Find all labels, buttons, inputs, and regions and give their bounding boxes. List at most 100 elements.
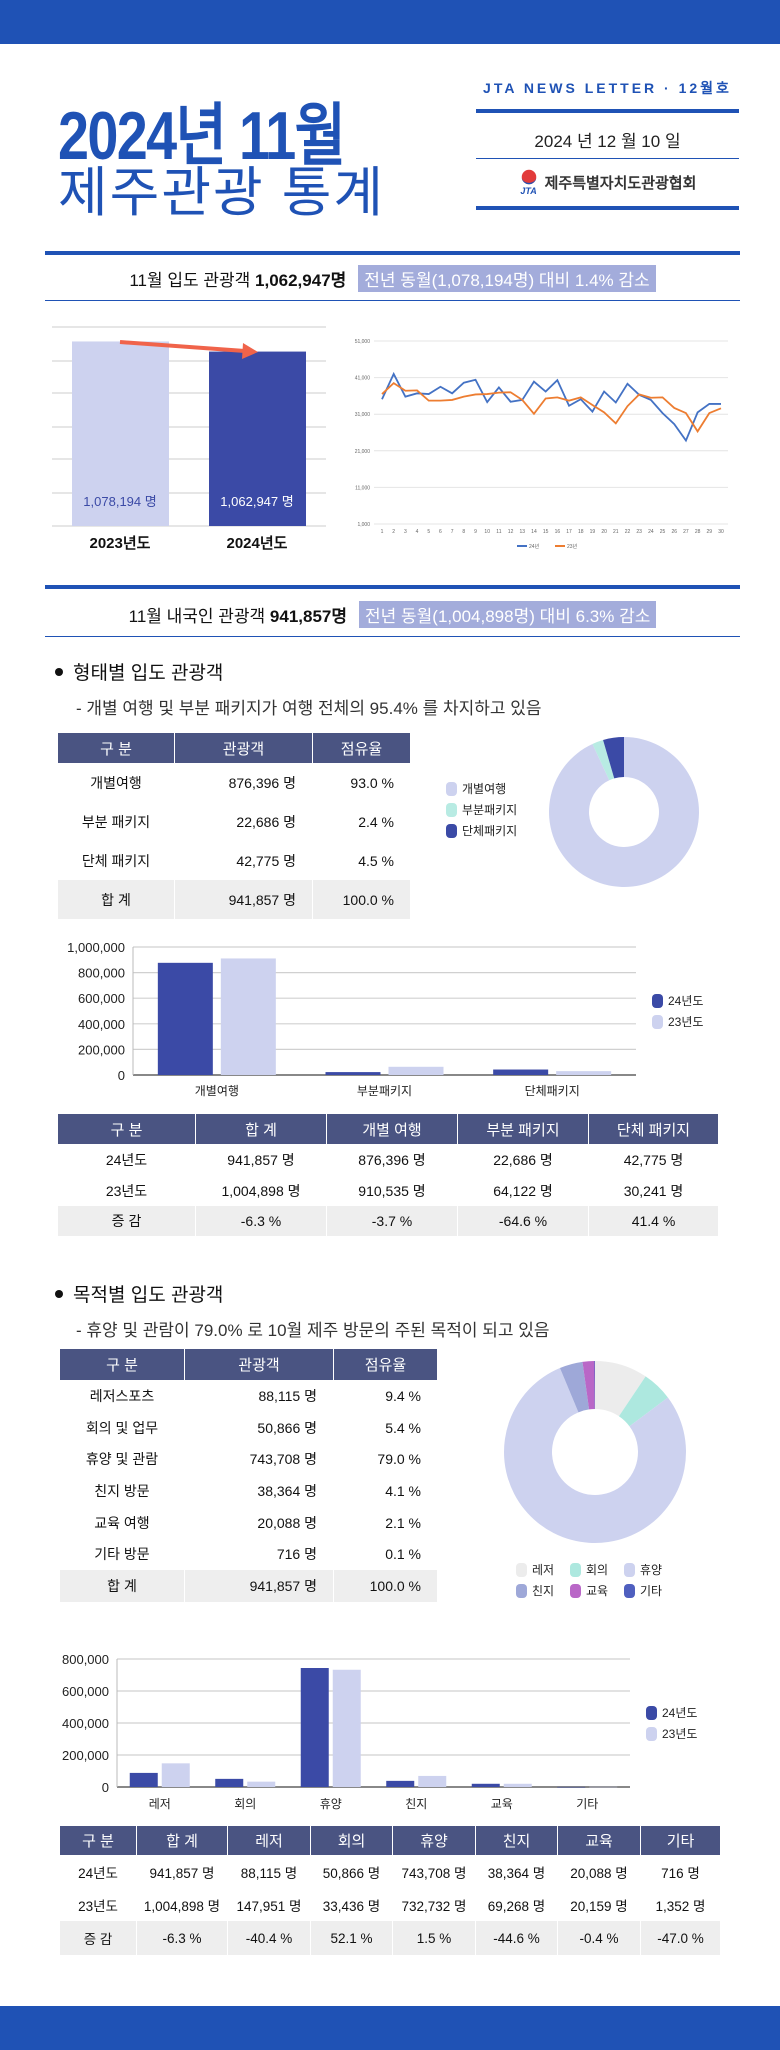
- table-cell: 1,004,898 명: [196, 1175, 327, 1206]
- x-tick-label: 6: [439, 529, 442, 535]
- total-arrivals-bar-chart: 1,078,194 명 2023년도 1,062,947 명 2024년도: [52, 326, 326, 552]
- y-tick-label: 800,000: [62, 1652, 109, 1667]
- x-tick-label: 23: [636, 529, 642, 535]
- summary-label: 11월 입도 관광객: [129, 271, 256, 290]
- legend-label: 휴양: [640, 1563, 663, 1577]
- row-label: 개별여행: [58, 763, 175, 802]
- legend-swatch: [652, 1014, 663, 1029]
- row-label: 레저스포츠: [60, 1380, 185, 1412]
- legend-label: 부분패키지: [462, 803, 518, 817]
- heading-text: 형태별 입도 관광객: [73, 663, 224, 684]
- legend-label: 23년도: [668, 1015, 704, 1029]
- x-tick-label: 28: [695, 529, 701, 535]
- column-header: 합 계: [137, 1826, 228, 1855]
- jta-logo-icon: [521, 169, 536, 185]
- legend-label: 친지: [532, 1584, 555, 1598]
- y-tick-label: 600,000: [62, 1684, 109, 1699]
- organization-name: 제주특별자치도관광협회: [544, 174, 697, 192]
- column-header: 회의: [311, 1826, 393, 1855]
- y-tick-label: 1,000: [357, 522, 370, 528]
- footer-banner: [0, 2006, 780, 2050]
- legend-swatch: [516, 1562, 527, 1577]
- x-tick-label: 14: [531, 529, 537, 535]
- x-tick-label: 25: [660, 529, 666, 535]
- table-cell: -47.0 %: [641, 1921, 721, 1955]
- row-label: 부분 패키지: [58, 802, 175, 841]
- legend-swatch: [624, 1583, 635, 1598]
- column-header: 기타: [641, 1826, 721, 1855]
- x-tick-label: 2: [392, 529, 395, 535]
- divider: [45, 636, 740, 637]
- column-header: 구 분: [58, 1114, 196, 1144]
- y-tick-label: 200,000: [78, 1042, 125, 1057]
- heading-text: 목적별 입도 관광객: [73, 1285, 224, 1306]
- table-cell: 732,732 명: [393, 1888, 476, 1921]
- table-cell: 42,775 명: [589, 1144, 719, 1175]
- column-header: 개별 여행: [327, 1114, 458, 1144]
- row-label: 회의 및 업무: [60, 1411, 185, 1444]
- table-cell: -0.4 %: [558, 1921, 641, 1955]
- x-tick-label: 24: [648, 529, 654, 535]
- type-bar-chart: 0 200,000 400,000 600,000 800,000 1,000,000 개별…: [67, 940, 636, 1098]
- category-label: 기타: [576, 1797, 598, 1811]
- column-header: 단체 패키지: [589, 1114, 719, 1144]
- table-cell: 64,122 명: [458, 1175, 589, 1206]
- table-cell: 22,686 명: [175, 802, 313, 841]
- bar: [161, 1763, 190, 1787]
- table-cell: 93.0 %: [313, 763, 411, 802]
- donut-slice: [595, 1361, 646, 1417]
- summary-label: 11월 내국인 관광객: [128, 607, 270, 626]
- table-cell: 20,088 명: [185, 1506, 334, 1539]
- y-tick-label: 11,000: [355, 485, 370, 491]
- legend-item: 개별여행: [446, 778, 517, 799]
- bar: [493, 1069, 549, 1075]
- legend-swatch: [646, 1705, 657, 1720]
- table-cell: 2.4 %: [313, 802, 411, 841]
- x-tick-label: 22: [625, 529, 631, 535]
- category-label: 2023년도: [90, 535, 151, 552]
- y-tick-label: 1,000,000: [67, 940, 125, 955]
- summary-value: 1,062,947명: [255, 271, 347, 290]
- x-tick-label: 30: [718, 529, 724, 535]
- column-header: 구 분: [58, 733, 175, 763]
- table-cell: 42,775 명: [175, 841, 313, 880]
- table-cell: 910,535 명: [327, 1175, 458, 1206]
- table-cell: 88,115 명: [228, 1855, 311, 1888]
- row-label: 교육 여행: [60, 1506, 185, 1539]
- legend-item: 기타: [624, 1580, 678, 1601]
- organization: JTA 제주특별자치도관광협회: [476, 168, 739, 196]
- table-cell: -3.7 %: [327, 1206, 458, 1236]
- table-cell: -44.6 %: [476, 1921, 558, 1955]
- table-cell: 941,857 명: [196, 1144, 327, 1175]
- table-cell: 22,686 명: [458, 1144, 589, 1175]
- bar: [471, 1783, 500, 1787]
- bar: [300, 1668, 329, 1787]
- table-cell: 33,436 명: [311, 1888, 393, 1921]
- column-header: 구 분: [60, 1349, 185, 1380]
- summary-compare-badge: 전년 동월(1,078,194명) 대비 1.4% 감소: [358, 265, 656, 292]
- x-tick-label: 11: [496, 529, 501, 535]
- legend-item: 친지: [516, 1580, 570, 1601]
- legend-swatch: [652, 993, 663, 1008]
- legend-item: 23년도: [646, 1723, 697, 1744]
- donut-slice: [548, 737, 700, 888]
- arrow-head-icon: [242, 343, 258, 359]
- table-cell: 2.1 %: [334, 1506, 438, 1539]
- bar: [589, 1786, 618, 1788]
- table-cell: 100.0 %: [313, 880, 411, 919]
- divider: [45, 251, 740, 255]
- y-tick-label: 600,000: [78, 991, 125, 1006]
- row-label: 휴양 및 관람: [60, 1443, 185, 1476]
- row-label: 친지 방문: [60, 1475, 185, 1507]
- x-tick-label: 8: [462, 529, 465, 535]
- divider: [45, 300, 740, 301]
- x-tick-label: 27: [683, 529, 689, 535]
- legend-label: 교육: [586, 1584, 609, 1598]
- row-label: 증 감: [58, 1206, 196, 1236]
- column-header: 친지: [476, 1826, 558, 1855]
- table-cell: 4.5 %: [313, 841, 411, 880]
- section-note: - 개별 여행 및 부분 패키지가 여행 전체의 95.4% 를 차지하고 있음: [76, 699, 542, 718]
- purpose-donut-chart: [504, 1361, 687, 1543]
